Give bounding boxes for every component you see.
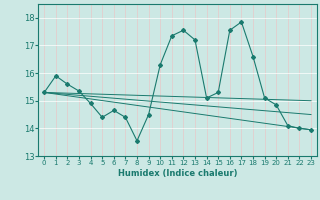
X-axis label: Humidex (Indice chaleur): Humidex (Indice chaleur) xyxy=(118,169,237,178)
